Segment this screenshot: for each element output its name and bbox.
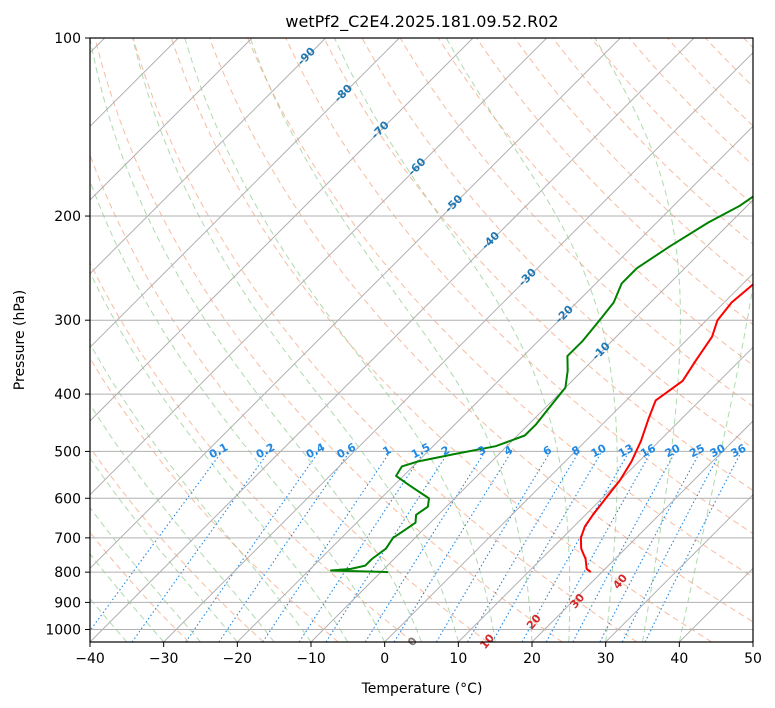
x-tick-label: −30 <box>149 651 179 667</box>
mixing-ratio-line <box>621 451 722 642</box>
x-tick-label: 20 <box>523 651 541 667</box>
moist-adiabat <box>334 38 571 642</box>
x-tick-label: 10 <box>449 651 467 667</box>
isotherm-line <box>90 38 695 642</box>
isotherm-line <box>310 199 753 642</box>
y-tick-label: 1000 <box>45 622 81 638</box>
moist-adiabat <box>90 457 238 642</box>
mixing-ratio-line <box>393 451 513 642</box>
y-tick-label: 300 <box>54 313 81 329</box>
moist-adiabat <box>132 38 459 642</box>
y-tick-label: 100 <box>54 31 81 47</box>
dry-adiabat <box>90 261 414 642</box>
mixing-ratio-line <box>218 451 351 642</box>
mixing-ratio-line <box>545 451 652 642</box>
chart-title: wetPf2_C2E4.2025.181.09.52.R02 <box>285 12 558 32</box>
isotherm-line <box>457 346 753 642</box>
mixing-ratio-label: 30 <box>708 441 728 460</box>
mixing-ratio-label: 10 <box>589 441 609 460</box>
x-tick-label: −40 <box>75 651 105 667</box>
moist-adiabat <box>90 597 128 642</box>
isotherm-line <box>163 51 753 642</box>
y-tick-label: 200 <box>54 209 81 225</box>
y-tick-label: 700 <box>54 531 81 547</box>
x-axis-label: Temperature (°C) <box>361 681 483 697</box>
mixing-ratio-line <box>521 451 630 642</box>
y-tick-label: 400 <box>54 387 81 403</box>
isotherm-line <box>90 38 400 349</box>
moist-adiabat <box>90 403 275 642</box>
dry-adiabat <box>209 38 753 623</box>
moist-adiabat <box>90 553 165 642</box>
mixing-ratio-line <box>90 451 223 632</box>
background-lines <box>90 38 753 642</box>
y-axis-label: Pressure (hPa) <box>12 290 28 390</box>
x-tick-label: 0 <box>380 651 389 667</box>
isotherm-line <box>384 272 753 642</box>
moist-adiabat <box>594 38 681 642</box>
moist-adiabat <box>90 271 349 642</box>
mixing-ratio-line <box>298 451 425 642</box>
dry-adiabat <box>590 38 753 206</box>
y-axis: 100 200 300 400 500 600 700 800 900 1000 <box>45 31 90 638</box>
moist-adiabat <box>249 38 533 642</box>
x-axis: −40 −30 −20 −10 0 10 20 30 40 50 <box>75 642 762 667</box>
isotherm-line <box>531 420 753 642</box>
mixing-ratio-line <box>644 451 742 642</box>
mixing-ratio-label: 13 <box>616 442 636 461</box>
x-tick-label: −10 <box>296 651 326 667</box>
isotherm-line <box>90 38 621 570</box>
isotherm-line <box>90 38 253 201</box>
dry-adiabat <box>323 38 753 492</box>
moist-adiabat <box>445 38 618 642</box>
dry-adiabat <box>170 38 712 642</box>
sounding-profiles <box>329 195 753 574</box>
mixing-ratio-label: 20 <box>663 441 683 460</box>
y-tick-label: 800 <box>54 565 81 581</box>
temperature-profile <box>579 283 753 573</box>
mixing-ratio-label: 36 <box>729 441 749 460</box>
mixing-ratio-line <box>185 451 320 642</box>
mixing-ratio-line <box>572 451 676 642</box>
dry-adiabat <box>476 38 753 326</box>
x-tick-label: −20 <box>223 651 253 667</box>
isotherm-line <box>605 493 753 642</box>
dry-adiabat <box>247 38 753 578</box>
dry-adiabat <box>628 38 753 166</box>
plot-frame <box>89 37 754 643</box>
y-tick-label: 900 <box>54 595 81 611</box>
moist-adiabat <box>90 506 201 642</box>
isotherm-line <box>90 38 474 422</box>
mixing-ratio-label: 16 <box>638 441 658 460</box>
x-tick-label: 30 <box>597 651 615 667</box>
moist-adiabat <box>90 38 422 642</box>
dry-adiabat <box>132 38 638 642</box>
mixing-ratio-line <box>325 451 450 642</box>
dry-adiabat <box>90 446 264 642</box>
mixing-ratio-label: 25 <box>687 442 707 461</box>
y-tick-label: 500 <box>54 444 81 460</box>
moist-adiabat <box>184 38 496 642</box>
y-tick-label: 600 <box>54 491 81 507</box>
x-tick-label: 50 <box>744 651 762 667</box>
isotherm-line <box>90 38 327 275</box>
dry-adiabat <box>399 38 753 408</box>
mixing-ratio-line <box>262 451 391 642</box>
x-tick-label: 40 <box>670 651 688 667</box>
dewpoint-profile <box>329 195 753 574</box>
isotherm-line <box>236 125 753 642</box>
dry-adiabat <box>514 38 753 285</box>
isotherm-line <box>90 38 548 496</box>
dry-adiabat <box>94 38 563 642</box>
moist-adiabat <box>678 282 753 642</box>
